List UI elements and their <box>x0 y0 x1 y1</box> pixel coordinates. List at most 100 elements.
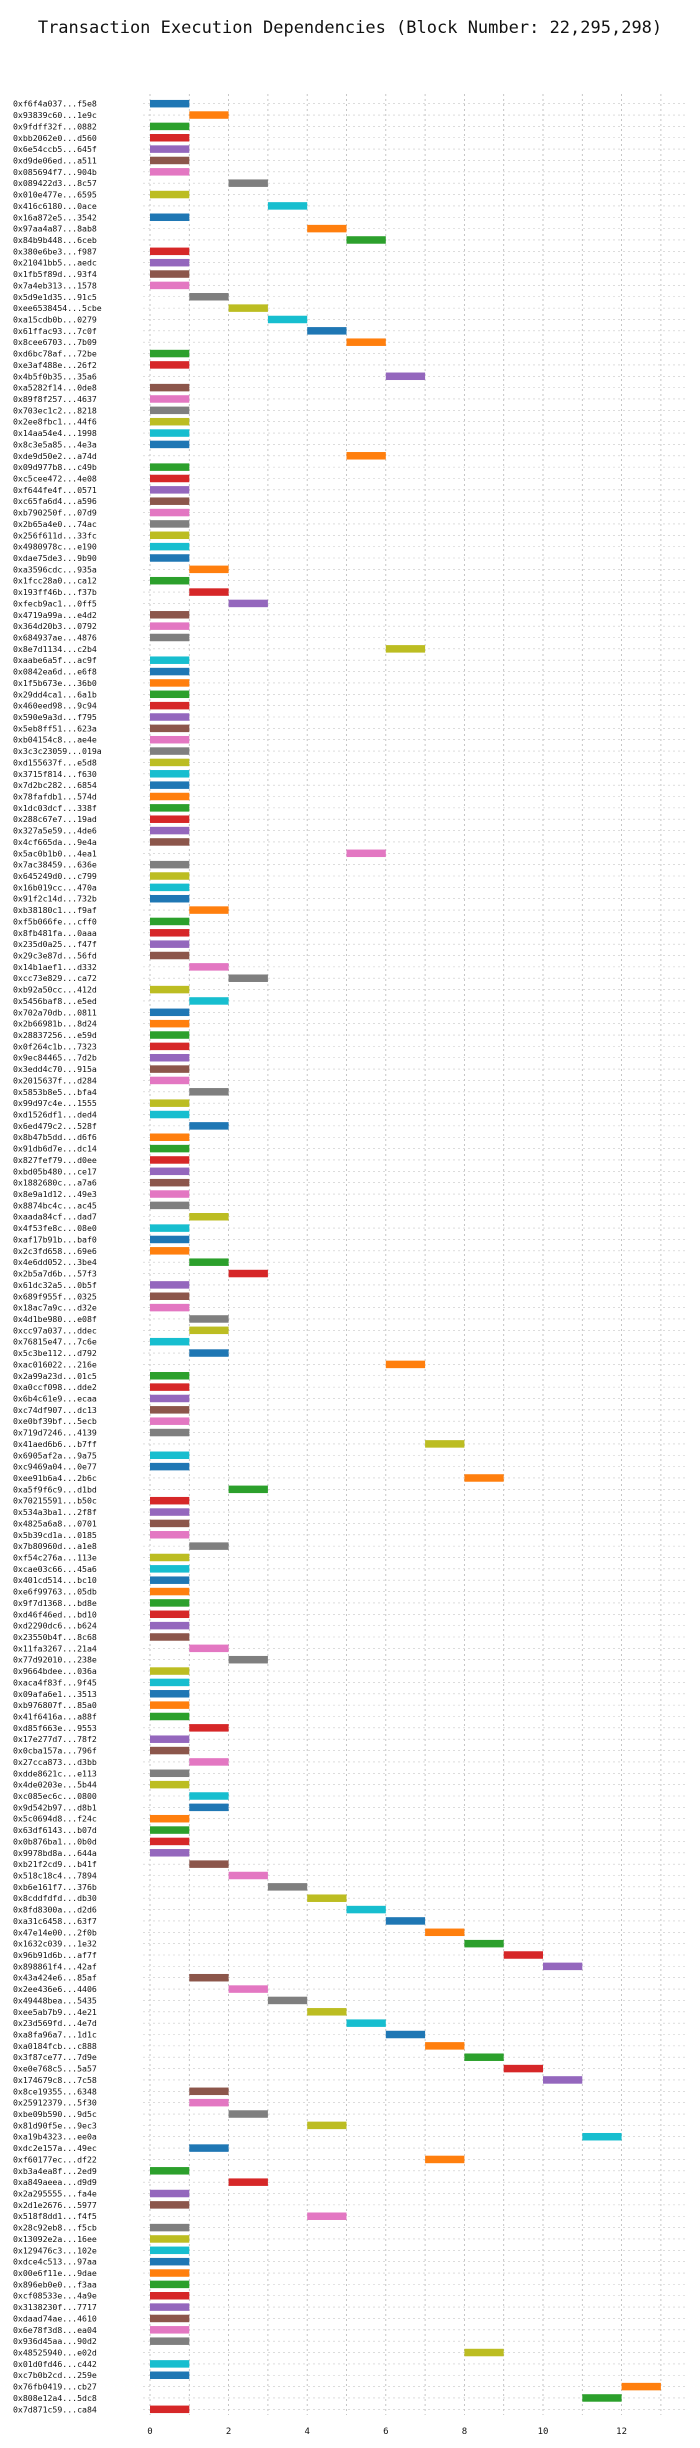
y-tick-label: 0x43a424e6...85af <box>13 1973 97 1983</box>
transaction-bar <box>150 1394 190 1403</box>
y-tick-label: 0x5456baf8...e5ed <box>13 996 97 1006</box>
chart-title: Transaction Execution Dependencies (Bloc… <box>37 18 663 38</box>
y-tick-label: 0x91db6d7e...dc14 <box>13 1144 97 1154</box>
transaction-bar <box>189 1973 229 1982</box>
y-tick-label: 0xd2290dc6...b624 <box>13 1621 97 1631</box>
transaction-bar <box>346 452 386 460</box>
transaction-bar <box>150 486 190 494</box>
y-tick-label: 0x460eed98...9c94 <box>13 701 97 711</box>
transaction-bar <box>228 2178 268 2186</box>
transaction-bar <box>150 713 190 721</box>
y-tick-label: 0x76fb0419...cb27 <box>13 2382 97 2392</box>
y-tick-label: 0xdde8621c...e113 <box>13 1768 97 1778</box>
y-tick-label: 0x6e78f3d8...ea04 <box>13 2325 97 2335</box>
transaction-bar <box>150 951 190 960</box>
y-tick-label: 0x4de0203e...5b44 <box>13 1780 97 1790</box>
y-tick-label: 0x129476c3...102e <box>13 2245 97 2255</box>
y-tick-label: 0x6905af2a...9a75 <box>13 1450 97 1460</box>
y-tick-label: 0xd155637f...e5d8 <box>13 757 97 767</box>
transaction-bar <box>150 656 190 664</box>
transaction-bar <box>150 258 190 267</box>
transaction-bar <box>150 156 190 165</box>
transaction-bar <box>150 145 190 153</box>
transaction-bar <box>189 1088 229 1096</box>
y-tick-label: 0x4e6dd052...3be4 <box>13 1257 97 1267</box>
y-tick-label: 0x9ec84465...7d2b <box>13 1053 97 1063</box>
transaction-bar <box>464 1939 504 1948</box>
transaction-bar <box>150 168 190 176</box>
transaction-bar <box>150 1235 190 1244</box>
transaction-bar <box>150 2223 190 2232</box>
y-tick-label: 0x089422d3...8c57 <box>13 178 97 188</box>
y-tick-label: 0x4f53fe8c...08e0 <box>13 1223 97 1233</box>
transaction-bar <box>150 2257 190 2266</box>
y-tick-label: 0xb21f2cd9...b41f <box>13 1859 97 1869</box>
transaction-bar <box>150 247 190 256</box>
transaction-bar <box>150 463 190 471</box>
y-tick-label: 0x2c3fd658...69e6 <box>13 1246 97 1256</box>
transaction-bar <box>150 2405 190 2414</box>
y-tick-label: 0x9664bdee...036a <box>13 1666 97 1676</box>
y-tick-label: 0x8fd8300a...d2d6 <box>13 1905 97 1915</box>
y-tick-label: 0x8e7d1134...c2b4 <box>13 644 97 654</box>
transaction-bar <box>150 1224 190 1232</box>
transaction-bar <box>150 894 190 903</box>
y-tick-label: 0x401cd514...bc10 <box>13 1575 97 1585</box>
y-tick-label: 0xd9de06ed...a511 <box>13 155 97 165</box>
y-tick-label: 0xc74df907...dc13 <box>13 1405 97 1415</box>
transaction-bar <box>150 1690 190 1698</box>
y-tick-label: 0xac016022...216e <box>13 1359 97 1369</box>
y-tick-label: 0x16a872e5...3542 <box>13 212 97 222</box>
transaction-bar <box>228 1871 268 1880</box>
transaction-bar <box>189 2087 229 2096</box>
y-tick-label: 0x21041bb5...aedc <box>13 258 97 268</box>
transaction-bar <box>150 1292 190 1301</box>
y-tick-label: 0x47e14e00...2f0b <box>13 1927 97 1937</box>
y-tick-label: 0x1fb5f89d...93f4 <box>13 269 97 279</box>
transaction-bar <box>307 1894 347 1902</box>
y-tick-label: 0x7a4eb313...1578 <box>13 280 97 290</box>
transaction-bar <box>150 554 190 562</box>
transaction-bar <box>150 1712 190 1721</box>
y-tick-label: 0x77d92010...238e <box>13 1655 97 1665</box>
y-tick-label: 0x1fcc28a0...ca12 <box>13 576 97 586</box>
transaction-bar <box>582 2132 622 2141</box>
transaction-bar <box>189 906 229 914</box>
transaction-bar <box>150 134 190 142</box>
y-tick-label: 0x4719a99a...e4d2 <box>13 610 97 620</box>
transaction-bar <box>150 1769 190 1778</box>
transaction-bar <box>189 565 229 574</box>
y-tick-label: 0xe0bf39bf...5ecb <box>13 1416 97 1426</box>
y-tick-label: 0xdaad74ae...4610 <box>13 2313 97 2323</box>
y-tick-label: 0x6b4c61e9...ecaa <box>13 1393 97 1403</box>
y-tick-label: 0x2a295555...fa4e <box>13 2189 97 2199</box>
y-tick-label: 0x8e9a1d12...49e3 <box>13 1189 97 1199</box>
transaction-bar <box>150 1144 190 1153</box>
transaction-bar <box>150 667 190 676</box>
transaction-bar <box>307 224 347 233</box>
y-tick-label: 0xdae75de3...9b90 <box>13 553 97 563</box>
y-tick-label: 0x5b39cd1a...0185 <box>13 1530 97 1540</box>
transaction-bar <box>150 2337 190 2345</box>
transaction-bar <box>150 1576 190 1584</box>
y-tick-label: 0x8fb481fa...0aaa <box>13 928 97 938</box>
transaction-bar <box>150 1633 190 1641</box>
transaction-bar <box>189 1212 229 1221</box>
y-tick-label: 0x5c0694d8...f24c <box>13 1814 97 1824</box>
y-tick-label: 0x81d90f5e...9ec3 <box>13 2120 97 2130</box>
transaction-bar <box>150 2314 190 2323</box>
y-tick-label: 0x2a99a23d...01c5 <box>13 1371 97 1381</box>
transaction-bar <box>150 1167 190 1176</box>
y-tick-label: 0x174679c8...7c58 <box>13 2075 97 2085</box>
transaction-bar <box>150 1553 190 1562</box>
y-tick-label: 0xaca4f83f...9f45 <box>13 1677 97 1687</box>
transaction-bar <box>150 213 190 222</box>
transaction-bar <box>543 2076 583 2084</box>
y-tick-label: 0x827fef79...d0ee <box>13 1155 97 1165</box>
transaction-bar <box>150 690 190 699</box>
transaction-bar <box>425 2042 465 2050</box>
y-tick-label: 0x49448bea...5435 <box>13 1995 97 2005</box>
y-tick-label: 0xd46f46ed...bd10 <box>13 1609 97 1619</box>
y-tick-label: 0x0b876ba1...0b0d <box>13 1836 97 1846</box>
y-tick-label: 0x16b019cc...470a <box>13 882 97 892</box>
